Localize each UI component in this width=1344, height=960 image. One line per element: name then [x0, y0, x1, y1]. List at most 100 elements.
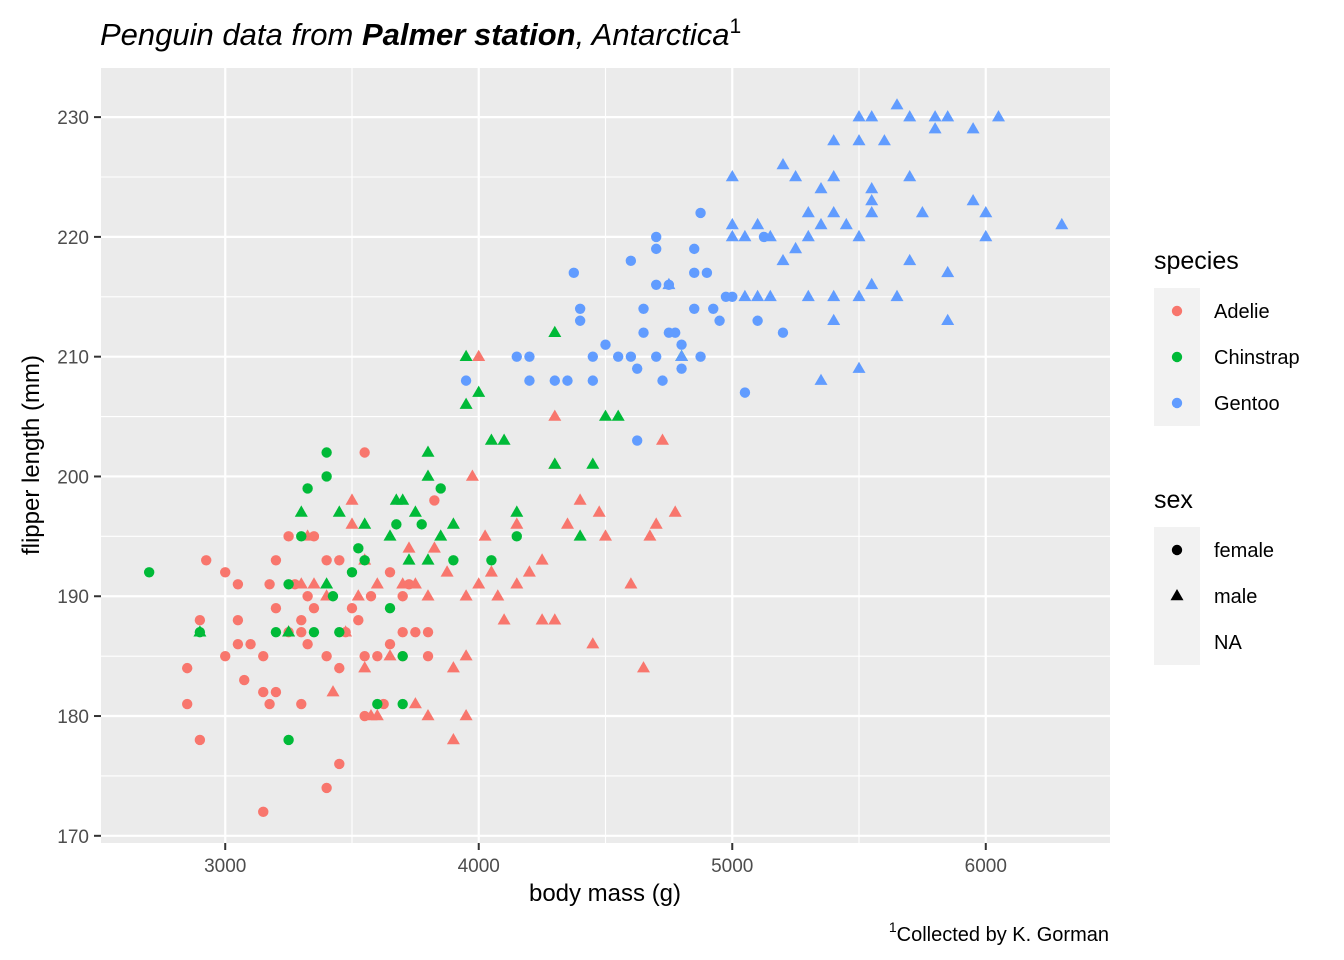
- gentoo-male-point: [941, 313, 955, 325]
- adelie-female-point: [397, 591, 408, 602]
- y-tick-label: 210: [57, 348, 89, 369]
- adelie-female-point: [258, 806, 269, 818]
- legend-species-items: Adelie Chinstrap Gentoo: [1171, 301, 1300, 415]
- adelie-female-point: [194, 734, 206, 746]
- gentoo-male-point: [751, 217, 765, 230]
- x-tick-label: 4000: [458, 856, 500, 877]
- adelie-male-point: [440, 565, 454, 577]
- adelie-male-point: [643, 529, 657, 541]
- data-points: [143, 98, 1069, 818]
- chinstrap-female-point: [359, 555, 370, 566]
- title-part-1: Penguin data from: [100, 17, 362, 52]
- adelie-female-point: [194, 615, 206, 626]
- adelie-male-point: [637, 661, 650, 673]
- adelie-female-point: [264, 579, 275, 590]
- gentoo-female-point: [460, 375, 472, 386]
- legend-label-chinstrap: Chinstrap: [1214, 347, 1300, 369]
- legend-sex-title: sex: [1154, 486, 1193, 514]
- adelie-female-point: [410, 626, 421, 638]
- gentoo-male-point: [751, 289, 765, 302]
- chinstrap-male-point: [459, 349, 473, 361]
- adelie-male-point: [383, 649, 397, 661]
- chinstrap-male-point: [421, 469, 435, 481]
- adelie-female-point: [232, 638, 244, 650]
- adelie-female-point: [422, 650, 434, 662]
- legend-key-male: [1170, 589, 1184, 601]
- gentoo-male-point: [903, 110, 917, 122]
- gentoo-male-point: [827, 134, 841, 146]
- chinstrap-male-point: [421, 445, 435, 457]
- title-superscript: 1: [730, 15, 742, 38]
- legend-key-chinstrap: [1171, 351, 1183, 363]
- adelie-female-point: [270, 686, 282, 698]
- adelie-female-point: [302, 591, 313, 602]
- adelie-male-point: [427, 541, 441, 553]
- chinstrap-male-point: [548, 325, 562, 337]
- adelie-male-point: [446, 733, 460, 745]
- chinstrap-male-point: [294, 505, 308, 517]
- gentoo-male-point: [928, 110, 942, 122]
- chinstrap-male-point: [446, 517, 460, 529]
- gentoo-male-point: [992, 110, 1005, 122]
- gentoo-male-point: [979, 206, 993, 218]
- adelie-male-point: [535, 553, 549, 565]
- adelie-male-point: [465, 469, 479, 481]
- legend-sex: sex female male NA: [1154, 486, 1274, 665]
- adelie-female-point: [258, 686, 269, 698]
- gentoo-male-point: [966, 122, 980, 134]
- adelie-female-point: [264, 698, 275, 710]
- gentoo-female-point: [701, 267, 713, 279]
- adelie-male-point: [656, 433, 669, 445]
- gentoo-male-point: [827, 289, 841, 302]
- gentoo-male-point: [865, 206, 879, 218]
- adelie-male-point: [668, 505, 682, 517]
- gentoo-female-point: [651, 243, 662, 255]
- adelie-male-point: [459, 709, 473, 721]
- gentoo-female-point: [587, 375, 599, 386]
- adelie-female-point: [346, 603, 358, 614]
- adelie-female-point: [239, 674, 250, 686]
- chinstrap-male-point: [484, 433, 498, 445]
- y-axis: 170 180 190 200 210 220 230: [57, 108, 101, 848]
- gentoo-male-point: [763, 289, 777, 302]
- adelie-male-point: [573, 493, 587, 505]
- adelie-female-point: [296, 615, 307, 626]
- gentoo-female-point: [651, 279, 662, 291]
- y-axis-title: flipper length (mm): [18, 355, 45, 555]
- adelie-male-point: [446, 661, 460, 673]
- adelie-female-point: [334, 662, 345, 674]
- adelie-male-point: [351, 589, 365, 601]
- gentoo-female-point: [568, 267, 580, 279]
- gentoo-male-point: [827, 170, 841, 182]
- adelie-male-point: [599, 529, 612, 541]
- adelie-male-point: [421, 589, 435, 601]
- adelie-female-point: [353, 615, 364, 626]
- adelie-female-point: [181, 698, 193, 710]
- legend-label-female: female: [1214, 540, 1274, 562]
- gentoo-male-point: [725, 229, 739, 242]
- chinstrap-female-point: [353, 543, 364, 554]
- gentoo-female-point: [524, 375, 535, 386]
- gentoo-male-point: [903, 253, 917, 266]
- legend-species: species Adelie Chinstrap Gentoo: [1154, 247, 1300, 426]
- adelie-male-point: [370, 577, 384, 589]
- adelie-female-point: [359, 447, 370, 458]
- legend-sex-items: female male NA: [1170, 540, 1274, 654]
- adelie-male-point: [396, 577, 410, 589]
- gentoo-male-point: [852, 361, 866, 373]
- gentoo-male-point: [738, 289, 752, 302]
- chinstrap-female-point: [384, 603, 396, 614]
- chinstrap-male-point: [611, 409, 625, 421]
- gentoo-female-point: [574, 303, 586, 314]
- gentoo-male-point: [941, 110, 955, 122]
- gentoo-male-point: [725, 170, 739, 182]
- chinstrap-male-point: [193, 625, 207, 637]
- gentoo-female-point: [574, 315, 586, 326]
- chinstrap-female-point: [511, 531, 522, 542]
- adelie-male-point: [561, 517, 574, 529]
- adelie-male-point: [421, 709, 435, 721]
- chinstrap-female-point: [334, 626, 345, 638]
- gentoo-male-point: [966, 194, 980, 206]
- gentoo-female-point: [695, 207, 706, 219]
- gentoo-female-point: [612, 351, 624, 362]
